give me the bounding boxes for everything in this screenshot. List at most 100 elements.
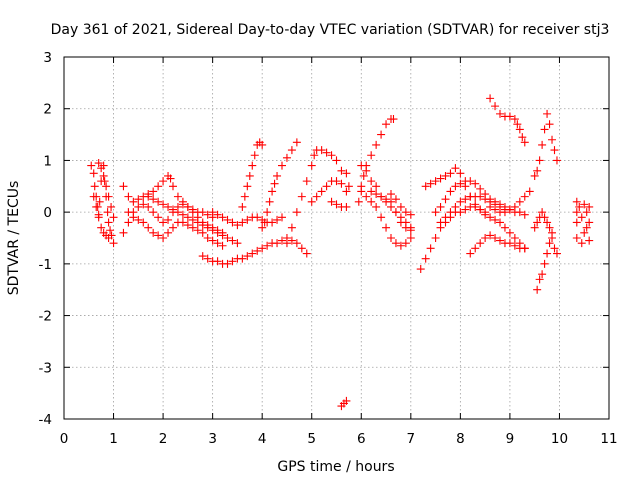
data-point-marker (342, 169, 351, 178)
data-point-marker (471, 179, 480, 188)
data-point-marker (268, 218, 277, 227)
data-point-marker (572, 234, 581, 242)
data-point-marker (377, 130, 386, 139)
data-point-marker (317, 146, 326, 155)
data-point-marker (213, 210, 222, 219)
data-point-marker (258, 223, 267, 232)
data-point-marker (387, 234, 395, 242)
y-tick-label: -4 (39, 412, 52, 428)
data-point-marker (94, 213, 103, 222)
y-tick-label: 0 (43, 205, 52, 221)
data-point-marker (535, 275, 544, 284)
data-point-marker (154, 197, 163, 206)
data-point-marker (106, 226, 115, 235)
data-point-marker (250, 151, 259, 160)
data-point-marker (203, 254, 212, 263)
data-point-marker (307, 197, 316, 206)
data-point-marker (292, 239, 301, 248)
y-axis-label: SDTVAR / TECUs (6, 181, 22, 296)
data-point-marker (119, 228, 128, 237)
data-point-marker (322, 148, 331, 157)
data-point-marker (456, 179, 465, 188)
data-point-marker (362, 166, 371, 175)
data-point-marker (575, 202, 584, 211)
data-point-marker (401, 223, 410, 232)
data-point-marker (540, 259, 549, 268)
data-point-marker (169, 223, 177, 232)
data-point-marker (572, 208, 581, 217)
data-point-marker (238, 254, 247, 263)
y-tick-label: 2 (43, 102, 52, 118)
series-track-p (354, 115, 398, 206)
y-tick-label: 1 (43, 153, 52, 169)
data-point-marker (134, 195, 143, 204)
data-point-marker (90, 182, 99, 191)
data-point-marker (213, 228, 222, 237)
data-point-marker (243, 182, 252, 191)
data-point-marker (258, 140, 267, 149)
data-point-marker (203, 210, 212, 219)
data-point-marker (248, 249, 257, 258)
data-point-marker (377, 213, 386, 222)
data-point-marker (282, 239, 291, 248)
data-point-marker (203, 234, 212, 242)
data-point-marker (188, 215, 197, 224)
data-point-marker (268, 187, 277, 196)
series-track-c (94, 159, 118, 222)
data-point-marker (208, 236, 217, 245)
data-point-marker (109, 213, 118, 222)
data-point-marker (446, 187, 455, 196)
data-point-marker (510, 234, 519, 242)
data-point-marker (99, 171, 108, 180)
data-point-marker (510, 115, 519, 124)
data-point-marker (510, 202, 519, 211)
data-point-marker (406, 210, 415, 219)
data-point-marker (550, 146, 559, 155)
x-tick-label: 2 (159, 431, 168, 447)
data-point-marker (240, 192, 249, 201)
data-point-marker (97, 223, 106, 232)
data-point-marker (446, 169, 455, 178)
data-point-marker (103, 208, 112, 217)
data-point-marker (139, 218, 148, 227)
data-point-marker (372, 190, 381, 199)
series-track-s (367, 187, 415, 235)
data-point-marker (198, 208, 207, 217)
series-track-n (327, 197, 351, 211)
data-point-marker (446, 208, 455, 217)
data-point-marker (144, 223, 153, 232)
data-point-marker (159, 218, 168, 227)
data-point-marker (456, 197, 465, 206)
data-point-marker (278, 213, 286, 222)
data-point-marker (520, 138, 529, 147)
data-point-marker (515, 208, 524, 217)
data-point-marker (367, 197, 376, 206)
data-point-marker (382, 120, 391, 129)
x-tick-label: 8 (456, 431, 465, 447)
data-point-marker (332, 200, 341, 209)
data-point-marker (302, 177, 311, 186)
data-point-marker (218, 241, 227, 250)
data-point-marker (505, 112, 514, 121)
data-points (87, 94, 594, 411)
data-point-marker (233, 239, 242, 248)
data-point-marker (505, 205, 514, 214)
data-point-marker (178, 218, 187, 227)
data-point-marker (344, 182, 353, 191)
data-point-marker (372, 182, 381, 191)
data-point-marker (515, 125, 524, 134)
data-point-marker (292, 138, 301, 147)
data-point-marker (342, 202, 351, 211)
data-point-marker (533, 285, 542, 294)
data-point-marker (253, 246, 262, 255)
data-point-marker (357, 161, 366, 170)
data-point-marker (198, 252, 207, 261)
data-point-marker (87, 161, 96, 170)
y-tick-label: -2 (39, 309, 52, 325)
plot-frame (63, 56, 610, 420)
data-point-marker (354, 197, 363, 206)
data-point-marker (159, 177, 168, 186)
data-point-marker (282, 153, 291, 162)
data-point-marker (287, 223, 296, 232)
x-tick-label: 4 (258, 431, 267, 447)
